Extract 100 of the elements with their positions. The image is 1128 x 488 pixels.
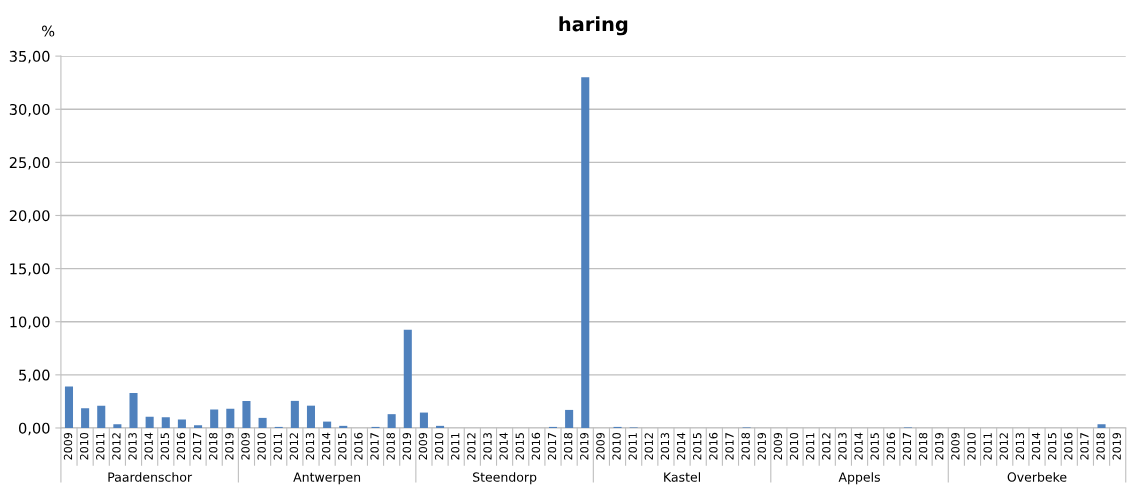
x-tick-label: 2016 — [176, 432, 186, 460]
y-tick-label: 10,00 — [10, 316, 50, 329]
bar — [387, 414, 396, 428]
bar — [161, 417, 170, 428]
x-tick-label: 2014 — [676, 432, 686, 460]
x-tick-label: 2015 — [693, 433, 702, 460]
x-tick-label: 2019 — [402, 432, 412, 460]
x-tick-label: 2010 — [789, 432, 799, 460]
bar — [226, 408, 235, 428]
x-tick-label: 2010 — [967, 432, 976, 460]
text: Antwerpen — [293, 472, 361, 485]
bar — [97, 405, 106, 428]
x-tick-label: 2018 — [918, 432, 928, 460]
x-tick-label: 2009 — [63, 432, 73, 460]
x-tick-label: 2015 — [160, 433, 170, 460]
text: Paardenschor — [108, 472, 193, 482]
x-tick-label: 2009 — [951, 432, 960, 460]
x-tick-label: 2018 — [741, 432, 750, 460]
x-tick-label: 2009 — [418, 432, 428, 460]
bar — [210, 409, 219, 428]
bar — [81, 408, 90, 428]
x-tick-label: 2013 — [483, 433, 492, 460]
y-tick-label: 5,00 — [19, 369, 50, 383]
x-tick-label: 2016 — [709, 432, 718, 460]
y-tick-label: 20,00 — [9, 210, 50, 223]
y-tick-label: 0,00 — [18, 422, 50, 436]
x-tick-label: 2016 — [354, 432, 363, 460]
bar — [290, 400, 299, 428]
x-tick-label: 2014 — [321, 432, 331, 460]
x-tick-label: 2014 — [1031, 432, 1041, 460]
x-tick-label: 2014 — [499, 432, 508, 460]
x-tick-label: 2010 — [257, 432, 266, 460]
chart-title: haring — [559, 16, 628, 36]
bar — [436, 425, 445, 428]
bar — [323, 421, 332, 428]
x-tick-label: 2017 — [725, 433, 734, 460]
x-tick-label: 2018 — [386, 432, 395, 460]
x-tick-label: 2011 — [273, 433, 282, 460]
x-tick-label: 2012 — [822, 433, 831, 460]
bar — [194, 425, 203, 428]
x-tick-label: 2010 — [434, 432, 444, 460]
x-tick-label: 2019 — [1112, 432, 1121, 460]
x-tick-label: 2012 — [999, 433, 1008, 460]
x-tick-label: 2012 — [112, 433, 121, 460]
x-tick-label: 2009 — [241, 432, 250, 460]
x-tick-label: 2011 — [983, 433, 992, 460]
bar — [581, 77, 590, 428]
bar — [64, 386, 74, 428]
x-tick-label: 2013 — [838, 433, 847, 460]
x-tick-label: 2010 — [612, 432, 621, 460]
text: Kastel — [664, 472, 700, 482]
x-tick-label: 2017 — [902, 433, 912, 460]
x-tick-label: 2018 — [1096, 432, 1105, 460]
text: Appels — [838, 472, 880, 485]
x-tick-label: 2015 — [515, 433, 524, 460]
bar — [1097, 424, 1106, 428]
y-tick-label: 15,00 — [10, 263, 50, 276]
text: Steendorp — [473, 472, 537, 485]
x-tick-label: 2017 — [192, 433, 202, 460]
y-axis-title: % — [42, 25, 55, 37]
y-tick-label: 25,00 — [9, 157, 50, 170]
bar — [339, 425, 348, 428]
x-tick-label: 2017 — [1080, 433, 1089, 460]
x-tick-label: 2009 — [596, 432, 605, 460]
x-tick-label: 2015 — [1047, 433, 1057, 460]
bar — [129, 392, 138, 428]
x-tick-label: 2017 — [547, 433, 557, 460]
x-tick-label: 2014 — [144, 432, 153, 460]
x-tick-label: 2016 — [1064, 432, 1073, 460]
bar — [419, 412, 428, 428]
bar — [177, 419, 186, 428]
bar — [242, 400, 251, 428]
x-tick-label: 2011 — [628, 433, 637, 460]
x-tick-label: 2013 — [128, 433, 137, 460]
y-tick-label: 30,00 — [9, 103, 50, 117]
bar — [145, 416, 154, 428]
x-tick-label: 2013 — [1015, 433, 1025, 460]
x-tick-label: 2019 — [935, 432, 944, 460]
bar — [403, 329, 412, 428]
x-tick-label: 2015 — [870, 433, 879, 460]
x-tick-label: 2019 — [225, 432, 234, 460]
x-tick-label: 2016 — [531, 432, 541, 460]
x-tick-label: 2019 — [757, 432, 766, 460]
x-tick-label: 2012 — [644, 433, 654, 460]
x-tick-label: 2014 — [854, 432, 863, 460]
x-tick-label: 2013 — [305, 433, 315, 460]
x-tick-label: 2010 — [79, 432, 89, 460]
x-tick-label: 2016 — [886, 432, 896, 460]
x-tick-label: 2011 — [805, 433, 815, 460]
x-tick-label: 2015 — [338, 433, 347, 460]
bar — [113, 424, 122, 428]
x-tick-label: 2019 — [580, 432, 589, 460]
x-tick-label: 2017 — [370, 433, 379, 460]
x-tick-label: 2011 — [451, 433, 460, 460]
x-tick-label: 2009 — [773, 432, 783, 460]
bar — [565, 409, 574, 428]
y-tick-label: 35,00 — [9, 50, 50, 64]
bar — [306, 405, 316, 428]
x-tick-label: 2013 — [660, 433, 670, 460]
x-tick-label: 2012 — [467, 433, 476, 460]
